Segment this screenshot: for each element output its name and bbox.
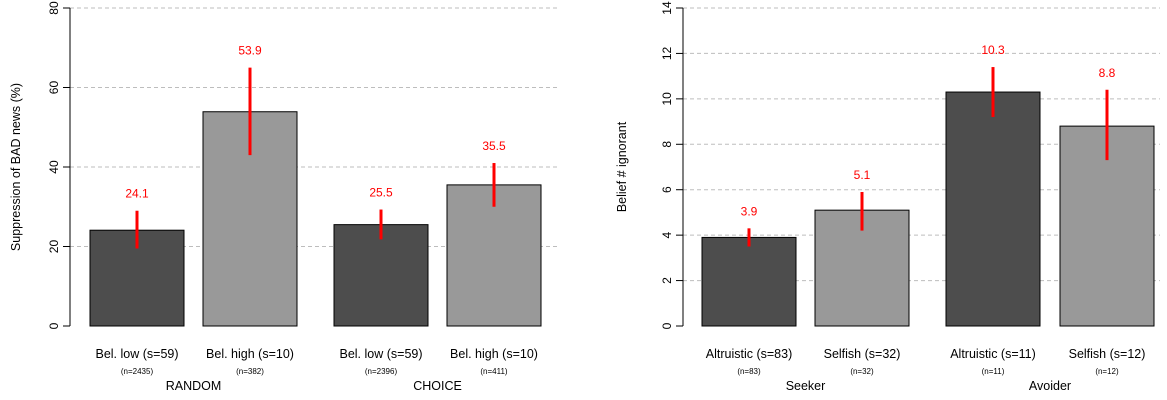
panel2-y-tick-label-5: 10 (660, 92, 674, 106)
panel1-category-label-4: Bel. high (s=10) (450, 347, 538, 361)
panel2-category-label-4: Selfish (s=12) (1069, 347, 1146, 361)
panel2-bar-3 (945, 91, 1041, 327)
panel2-sublabel-4: (n=12) (1095, 367, 1119, 376)
panel2-category-label-1: Altruistic (s=83) (706, 347, 792, 361)
panel1-value-label-1: 24.1 (125, 187, 149, 201)
panel1-sublabel-1: (n=2435) (121, 367, 154, 376)
panel1-y-tick-label-4: 80 (47, 1, 61, 15)
panel1-category-label-2: Bel. high (s=10) (206, 347, 294, 361)
panel2-y-tick-label-6: 12 (660, 46, 674, 60)
panel2-category-label-2: Selfish (s=32) (824, 347, 901, 361)
panel1-y-tick-label-1: 20 (47, 240, 61, 254)
panel1-bar-3 (333, 224, 429, 327)
panel1-y-tick-label-2: 40 (47, 160, 61, 174)
panel2-value-label-2: 5.1 (854, 168, 871, 182)
panel1-category-label-1: Bel. low (s=59) (95, 347, 178, 361)
panel1-group-label-1: RANDOM (166, 379, 222, 393)
panel2-sublabel-2: (n=32) (850, 367, 874, 376)
panel1-y-tick-label-3: 60 (47, 81, 61, 95)
panel1-sublabel-2: (n=382) (236, 367, 264, 376)
panel2-bar-1 (701, 236, 797, 327)
panel1-value-label-3: 25.5 (369, 186, 393, 200)
panel1-group-label-2: CHOICE (413, 379, 462, 393)
panel2-category-label-3: Altruistic (s=11) (950, 347, 1036, 361)
panel1-category-label-3: Bel. low (s=59) (339, 347, 422, 361)
panel1-sublabel-3: (n=2396) (365, 367, 398, 376)
panel2-value-label-4: 8.8 (1099, 66, 1116, 80)
panel2-y-tick-label-2: 4 (660, 231, 674, 238)
panel2-value-label-3: 10.3 (981, 43, 1005, 57)
panel1-value-label-2: 53.9 (238, 44, 262, 58)
panel1-y-axis-label: Suppression of BAD news (%) (9, 83, 23, 251)
panel2-y-tick-label-1: 2 (660, 277, 674, 284)
panel2-sublabel-1: (n=83) (737, 367, 761, 376)
panel1-bar-4 (446, 184, 542, 327)
panel2-y-tick-label-4: 8 (660, 141, 674, 148)
panel2-y-tick-label-7: 14 (660, 1, 674, 15)
panel1-y-tick-label-0: 0 (47, 322, 61, 329)
panel2-group-label-2: Avoider (1029, 379, 1071, 393)
panel1-sublabel-4: (n=411) (480, 367, 508, 376)
panel2-y-tick-label-0: 0 (660, 322, 674, 329)
panel2-sublabel-3: (n=11) (982, 367, 1005, 376)
panel2-y-tick-label-3: 6 (660, 186, 674, 193)
panel2-group-label-1: Seeker (786, 379, 826, 393)
panel2-y-axis-label: Belief # ignorant (615, 121, 629, 212)
panel2-value-label-1: 3.9 (741, 204, 758, 218)
panel1-value-label-4: 35.5 (482, 139, 506, 153)
